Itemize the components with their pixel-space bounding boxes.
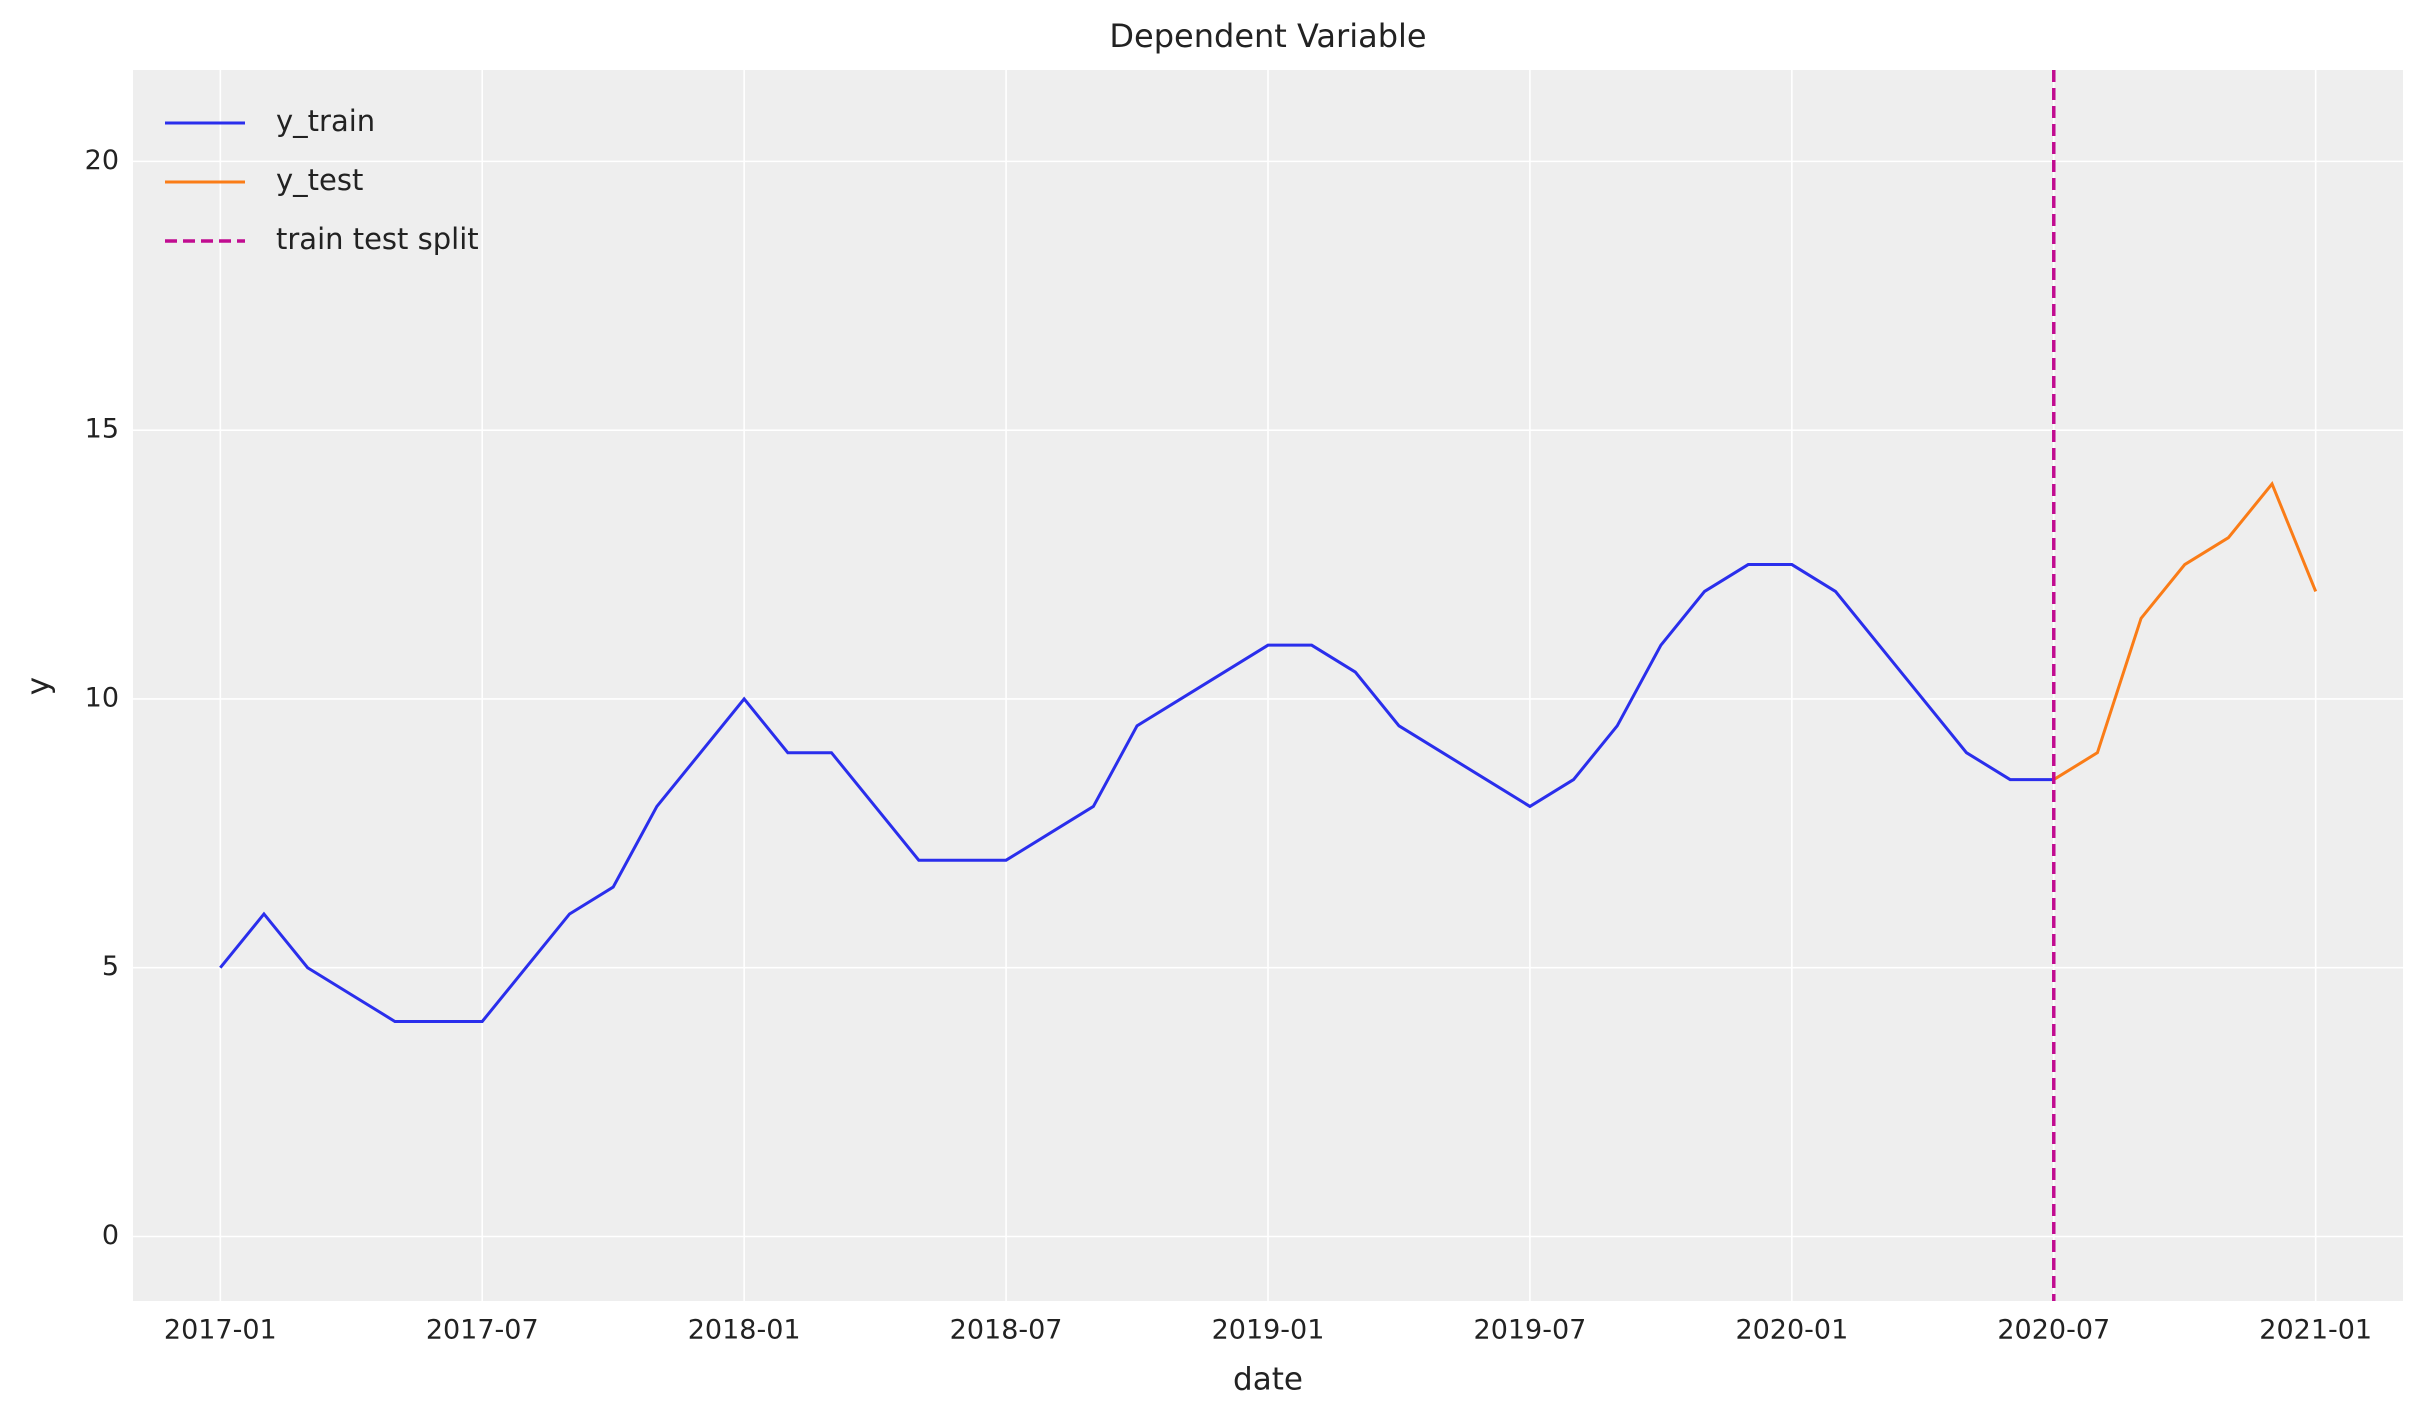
x-tick-label: 2018-01 [688,1315,801,1346]
y-tick-label: 20 [85,145,119,176]
y-axis-label: y [21,677,57,695]
chart-title: Dependent Variable [1109,17,1426,55]
legend-text: y_train [276,104,375,138]
x-axis-label: date [1233,1362,1303,1398]
x-tick-label: 2019-01 [1212,1315,1325,1346]
y-tick-label: 0 [102,1220,119,1251]
y-tick-label: 15 [85,414,119,445]
y-tick-label: 10 [85,682,119,713]
x-tick-label: 2020-01 [1735,1315,1848,1346]
series-line [2052,481,2318,781]
x-tick-label: 2017-07 [426,1315,539,1346]
series-line [219,563,2054,1023]
legend-text: train test split [276,222,479,256]
legend-text: y_test [276,163,363,197]
x-tick-label: 2017-01 [164,1315,277,1346]
x-tick-label: 2020-07 [1997,1315,2110,1346]
y-tick-label: 5 [102,951,119,982]
x-tick-label: 2018-07 [950,1315,1063,1346]
x-tick-label: 2021-01 [2259,1315,2372,1346]
x-tick-label: 2019-07 [1474,1315,1587,1346]
